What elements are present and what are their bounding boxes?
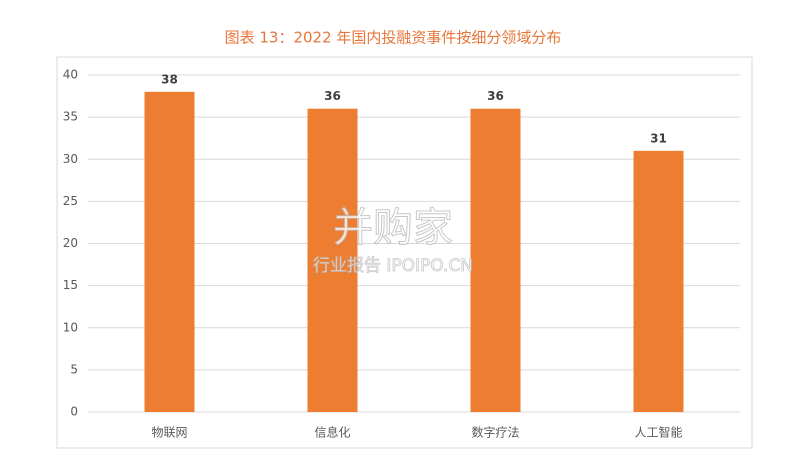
watermark-title: 并购家 <box>333 205 453 251</box>
x-tick-label: 物联网 <box>151 426 187 440</box>
x-tick-label: 信息化 <box>314 425 350 440</box>
y-tick-label: 30 <box>63 152 78 166</box>
chart-title: 图表 13：2022 年国内投融资事件按细分领域分布 <box>225 29 562 47</box>
chart-frame <box>56 56 753 449</box>
data-label: 36 <box>487 89 504 103</box>
x-tick-label: 人工智能 <box>634 425 682 440</box>
data-label: 38 <box>161 72 178 86</box>
bar <box>307 108 358 412</box>
x-tick-label: 数字疗法 <box>471 425 519 440</box>
watermark-subtitle: 行业报告 IPOIPO.CN <box>313 256 473 276</box>
bar <box>470 108 521 412</box>
y-tick-label: 5 <box>70 362 78 376</box>
data-label: 36 <box>324 89 341 103</box>
y-tick-label: 10 <box>63 320 78 334</box>
y-tick-label: 25 <box>63 194 78 208</box>
data-label: 31 <box>650 131 667 145</box>
y-tick-label: 20 <box>63 236 78 250</box>
y-tick-label: 15 <box>63 278 78 292</box>
y-tick-label: 35 <box>63 110 78 124</box>
bar <box>633 150 684 412</box>
y-tick-label: 0 <box>70 405 78 419</box>
bar <box>144 91 195 412</box>
y-tick-label: 40 <box>63 68 78 82</box>
